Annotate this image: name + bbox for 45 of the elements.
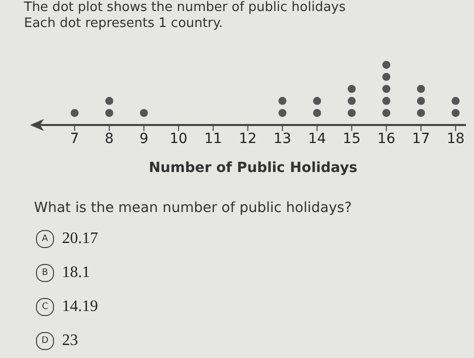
point [348,108,356,117]
x-tick-label: 11 [204,130,222,147]
point [313,96,322,105]
point [382,96,390,105]
chart-subtitle: Each dot represents 1 country. [24,16,223,31]
point [105,96,114,105]
text: 20.17 [62,230,98,248]
text: 23 [62,332,78,350]
x-tick-label: 15 [342,130,361,147]
point [382,60,390,69]
x-tick-label: 9 [139,130,148,147]
x-tick-label: 8 [104,130,114,147]
point [382,84,390,93]
x-tick-label: 10 [170,130,188,147]
x-tick-label: 17 [412,130,430,147]
point [416,96,425,105]
point [313,108,322,117]
point [278,96,286,105]
x-axis-title: Number of Public Holidays [148,160,358,176]
x-tick-label: 16 [377,130,396,147]
text: A [36,230,54,248]
x-tick-label: 18 [446,130,465,147]
point [416,108,425,117]
x-tick-label: 13 [274,130,292,147]
x-tick-label: 12 [238,130,257,147]
text: C [36,298,54,316]
text: 18.1 [62,264,90,282]
chart-title: The dot plot shows the number of public holidays [24,0,346,15]
x-tick-label: 14 [308,130,326,147]
text: B [36,264,54,282]
text: 14.19 [62,298,98,316]
point [416,84,425,93]
point [278,108,286,117]
point [105,108,114,117]
point [348,84,356,93]
text: D [36,332,54,350]
point [452,108,460,117]
point [140,108,148,117]
point [452,96,460,105]
point [382,108,390,117]
point [382,72,390,81]
point [348,96,356,105]
text: What is the mean number of public holidays? [34,200,352,216]
x-tick-label: 7 [70,130,80,147]
point [70,108,79,117]
